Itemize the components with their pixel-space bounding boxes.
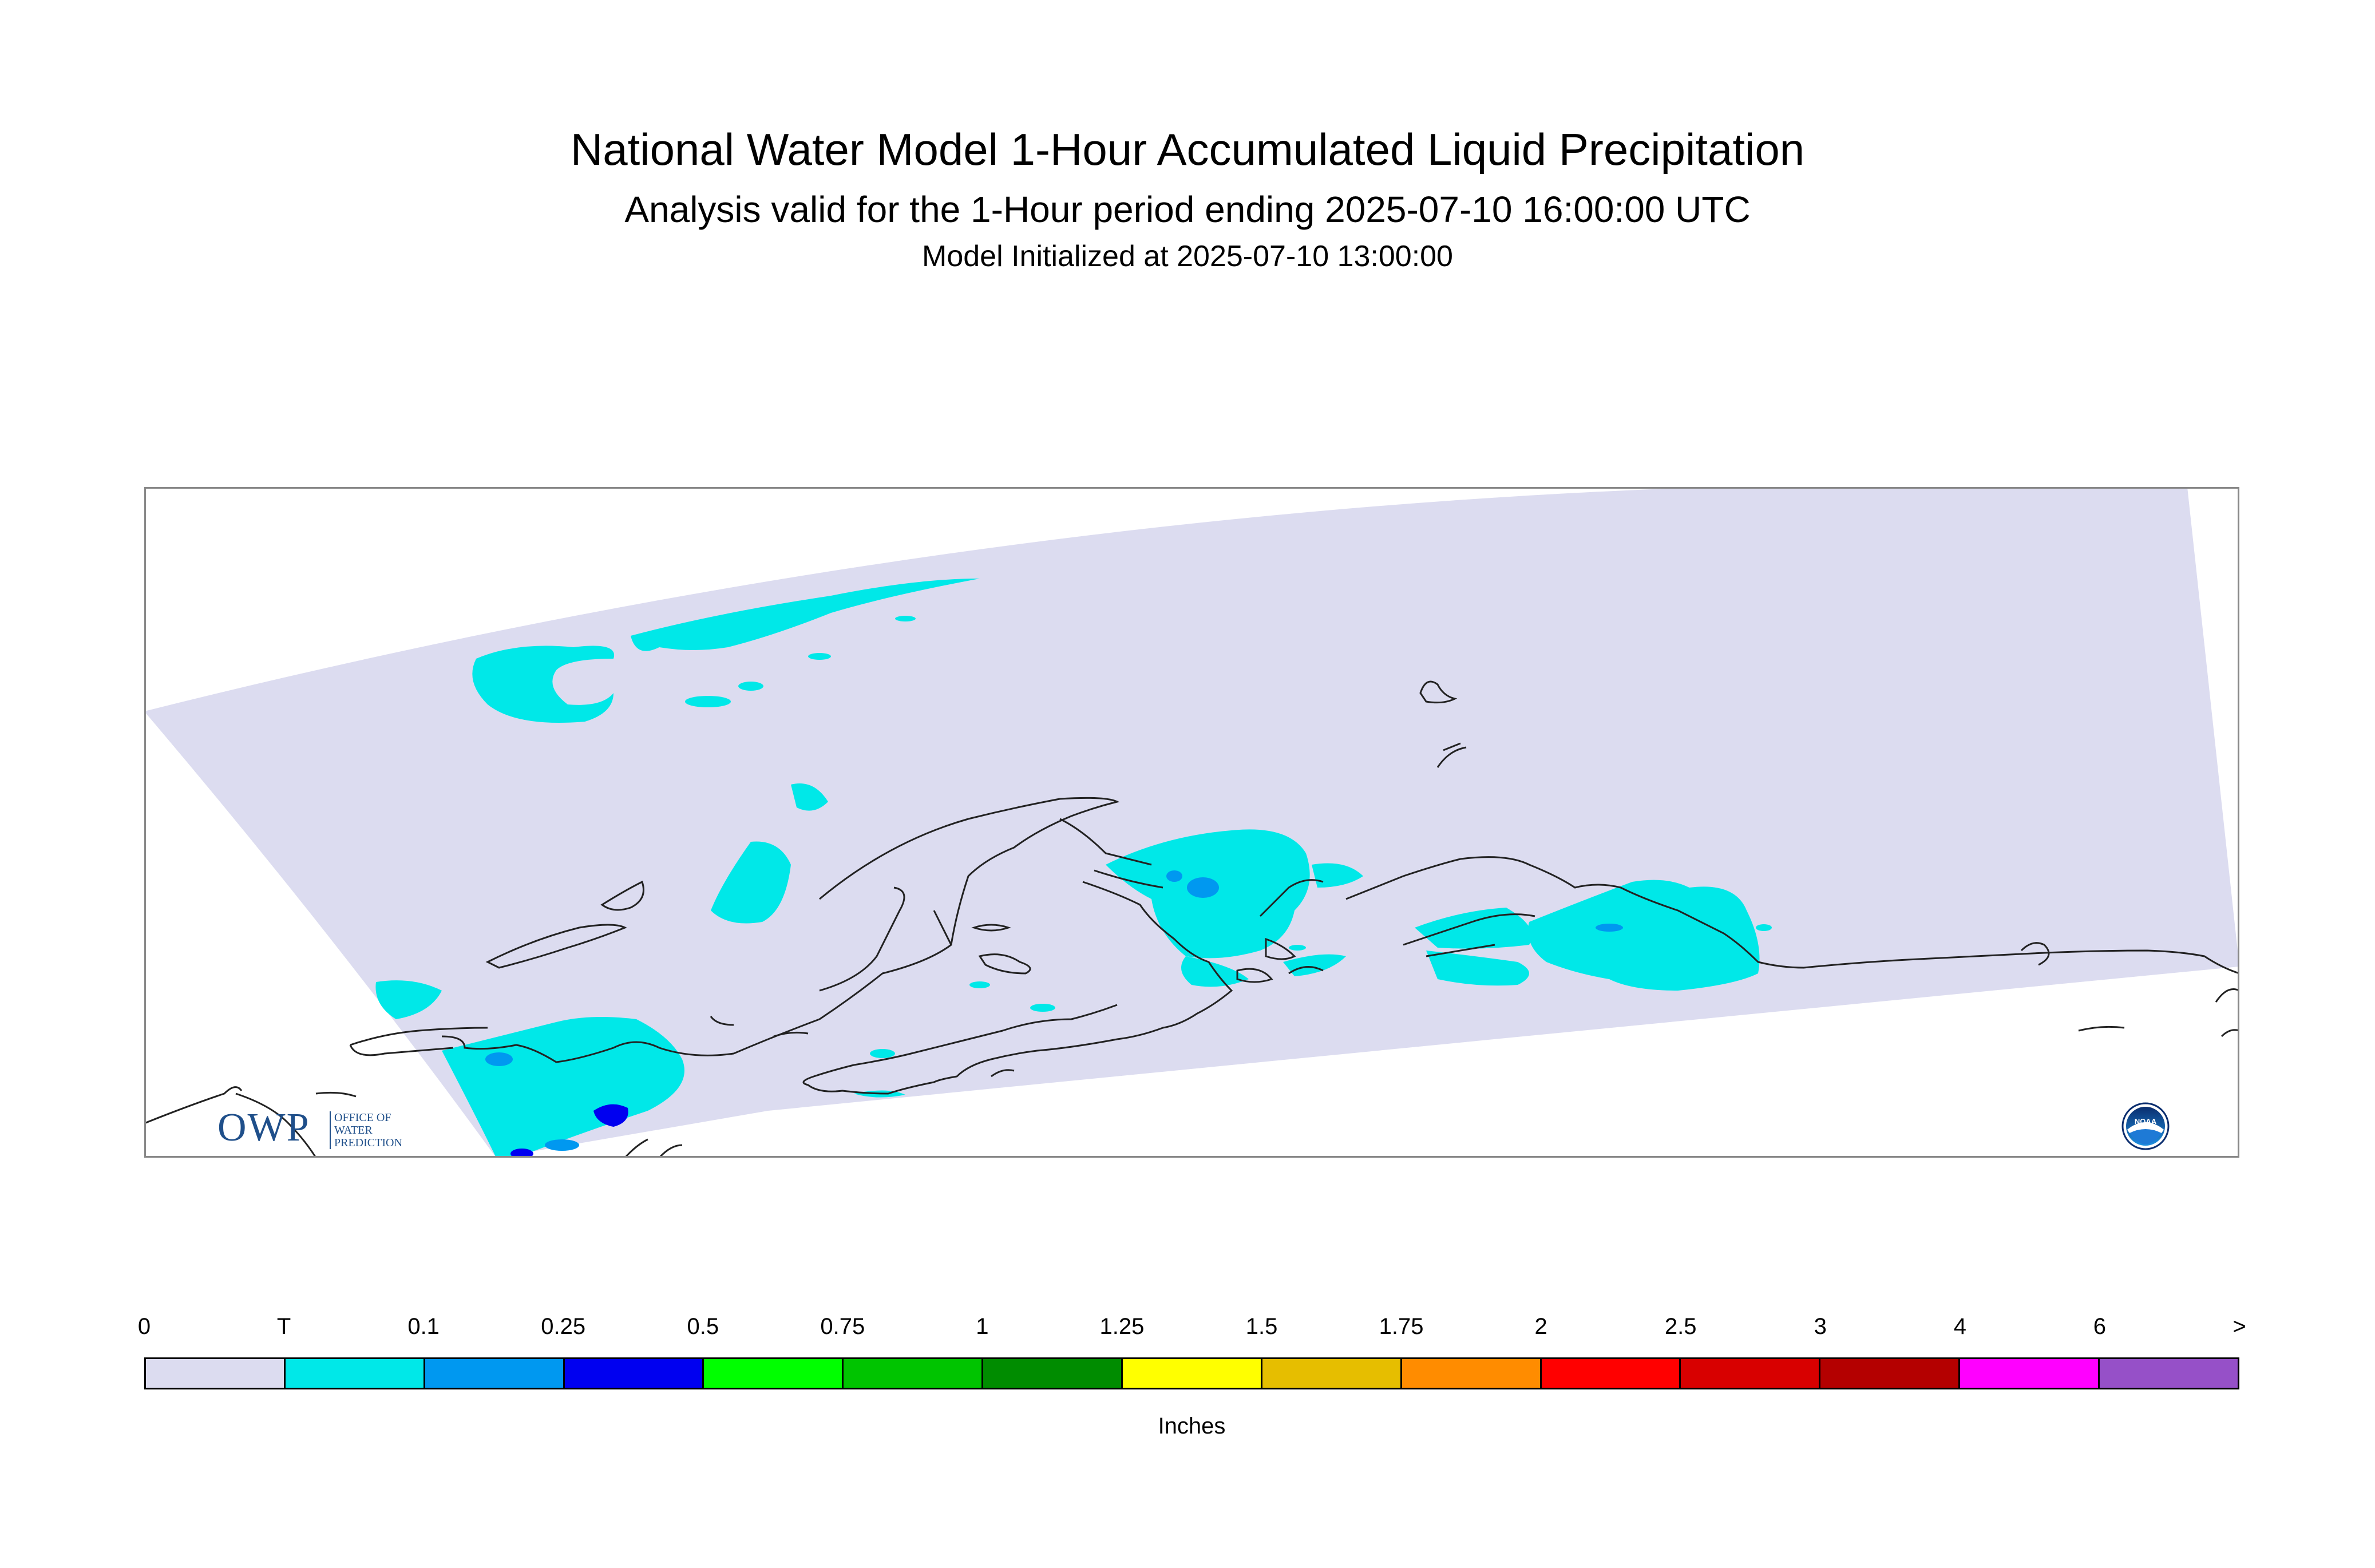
legend-swatch [1402,1359,1542,1388]
legend-swatch [704,1359,844,1388]
map-frame [144,487,2239,1158]
heavy-precip-areas [510,1104,628,1158]
legend-swatch [1681,1359,1821,1388]
owp-line-3: PREDICTION [334,1137,402,1149]
map-subtitle: Analysis valid for the 1-Hour period end… [624,189,1751,230]
legend-swatch [425,1359,565,1388]
legend-tick-label: 0.75 [820,1314,865,1339]
legend-tick-label: 0.5 [687,1314,719,1339]
legend-tick-label: 2 [1534,1314,1547,1339]
legend-tick-label: > [2232,1314,2246,1339]
legend-swatch [1820,1359,1961,1388]
legend-tick-label: 1 [976,1314,989,1339]
legend-swatch [1262,1359,1402,1388]
legend-tick-label: 1.75 [1379,1314,1424,1339]
legend-tick-label: 2.5 [1664,1314,1697,1339]
color-legend: 0 T 0.1 0.25 0.5 0.75 1 1.25 1.5 1.75 2 2.5 3 4 6 > Inc… [138,1314,2246,1447]
legend-tick-label: 4 [1953,1314,1966,1339]
map-title: National Water Model 1-Hour Accumulated … [570,124,1805,175]
noaa-logo: NOAA [2121,1102,2170,1150]
map-canvas [144,487,2239,1158]
legend-tick-label: T [276,1314,291,1339]
legend-tick-label: 3 [1814,1314,1827,1339]
legend-swatch [285,1359,425,1388]
owp-line-1: OFFICE OF [334,1111,391,1124]
legend-swatch [983,1359,1123,1388]
legend-swatch [1960,1359,2100,1388]
legend-swatch [1123,1359,1262,1388]
legend-swatch [2100,1359,2238,1388]
legend-swatch [564,1359,704,1388]
legend-tick-label: 0.25 [541,1314,586,1339]
owp-logo-text: OFFICE OF WATER PREDICTION [330,1111,449,1149]
legend-swatch [844,1359,984,1388]
legend-swatch [146,1359,286,1388]
legend-units: Inches [1158,1413,1226,1439]
owp-logo-mark: OWP [217,1106,310,1150]
legend-tick-label: 1.5 [1245,1314,1278,1339]
legend-colorbar [144,1357,2239,1389]
precipitation-map [144,487,2239,1158]
legend-tick-label: 0.1 [407,1314,440,1339]
owp-line-2: WATER [334,1124,373,1137]
noaa-label: NOAA [2135,1117,2157,1126]
legend-swatch [1541,1359,1681,1388]
legend-tick-label: 6 [2093,1314,2107,1339]
model-domain [144,487,2239,1158]
legend-tick-label: 1.25 [1099,1314,1145,1339]
coastlines [144,680,2239,1158]
legend-tick-label: 0 [137,1314,151,1339]
model-init-line: Model Initialized at 2025-07-10 13:00:00 [922,240,1453,273]
